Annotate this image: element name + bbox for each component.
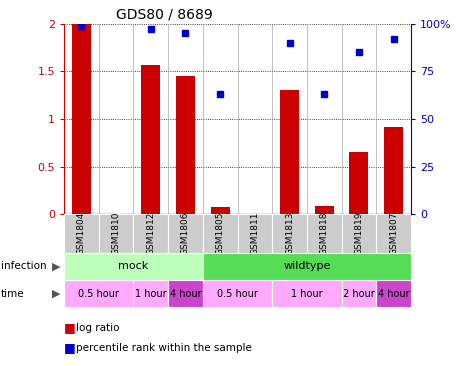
Bar (64, 253, 203, 280)
Bar (133, 280, 168, 307)
Bar (64, 214, 99, 253)
Bar (307, 214, 342, 253)
Bar (72, 24, 91, 214)
Bar (64, 280, 133, 307)
Text: GSM1807: GSM1807 (389, 212, 398, 255)
Text: infection: infection (1, 261, 47, 271)
Text: log ratio: log ratio (76, 322, 120, 333)
Bar (314, 206, 334, 214)
Bar (203, 280, 272, 307)
Text: GSM1812: GSM1812 (146, 212, 155, 255)
Text: percentile rank within the sample: percentile rank within the sample (76, 343, 252, 353)
Bar (376, 280, 411, 307)
Bar (168, 214, 203, 253)
Text: 4 hour: 4 hour (170, 289, 201, 299)
Text: ▶: ▶ (52, 261, 60, 271)
Bar (141, 65, 161, 214)
Text: GSM1805: GSM1805 (216, 212, 225, 255)
Text: 0.5 hour: 0.5 hour (217, 289, 258, 299)
Bar (280, 90, 299, 214)
Bar (210, 208, 230, 214)
Bar (272, 214, 307, 253)
Text: 1 hour: 1 hour (291, 289, 323, 299)
Bar (203, 214, 238, 253)
Bar (342, 214, 376, 253)
Bar (376, 214, 411, 253)
Bar (342, 280, 376, 307)
Bar (99, 214, 133, 253)
Bar (349, 152, 369, 214)
Text: ■: ■ (64, 341, 76, 354)
Bar (384, 127, 403, 214)
Text: GSM1819: GSM1819 (354, 212, 363, 255)
Text: GSM1804: GSM1804 (77, 212, 86, 255)
Text: ■: ■ (64, 321, 76, 334)
Text: 2 hour: 2 hour (343, 289, 375, 299)
Text: ▶: ▶ (52, 289, 60, 299)
Bar (272, 280, 342, 307)
Bar (168, 280, 203, 307)
Text: 4 hour: 4 hour (378, 289, 409, 299)
Text: time: time (1, 289, 25, 299)
Text: GSM1810: GSM1810 (112, 212, 121, 255)
Text: mock: mock (118, 261, 149, 271)
Bar (203, 253, 411, 280)
Text: 1 hour: 1 hour (135, 289, 167, 299)
Text: wildtype: wildtype (283, 261, 331, 271)
Bar (238, 214, 272, 253)
Text: GSM1813: GSM1813 (285, 212, 294, 255)
Bar (133, 214, 168, 253)
Text: GDS80 / 8689: GDS80 / 8689 (116, 7, 213, 21)
Text: 0.5 hour: 0.5 hour (78, 289, 119, 299)
Text: GSM1811: GSM1811 (250, 212, 259, 255)
Bar (176, 76, 195, 214)
Text: GSM1818: GSM1818 (320, 212, 329, 255)
Text: GSM1806: GSM1806 (181, 212, 190, 255)
